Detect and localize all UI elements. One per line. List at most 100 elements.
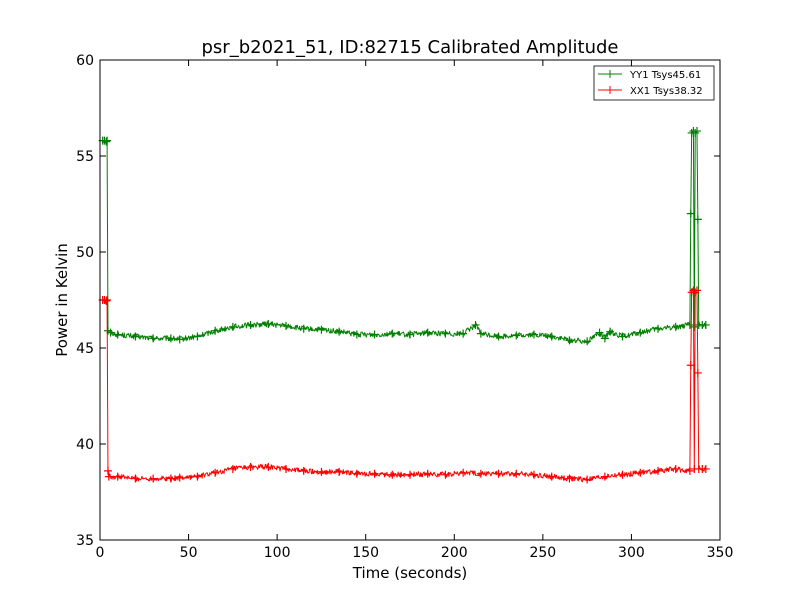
y-tick-label-45: 45 — [76, 341, 94, 357]
x-tick-label-300: 300 — [618, 545, 645, 561]
y-axis-label: Power in Kelvin — [53, 243, 71, 357]
x-tick-label-250: 250 — [529, 545, 556, 561]
data-point-xx1-15 — [264, 463, 273, 472]
data-point-yy1-29 — [494, 332, 503, 341]
legend-box — [593, 65, 715, 101]
data-point-xx1-40 — [686, 361, 695, 370]
data-point-xx1-19 — [335, 467, 344, 476]
data-point-yy1-49 — [693, 215, 702, 224]
data-point-xx1-20 — [352, 469, 361, 478]
data-point-yy1-38 — [618, 332, 627, 341]
data-point-xx1-22 — [388, 470, 397, 479]
data-point-yy1-39 — [636, 328, 645, 337]
series-layer — [98, 127, 710, 484]
data-point-yy1-37 — [606, 327, 615, 336]
data-point-yy1-9 — [166, 334, 175, 343]
data-point-yy1-24 — [423, 328, 432, 337]
data-point-xx1-36 — [636, 468, 645, 477]
data-point-xx1-10 — [175, 473, 184, 482]
data-point-xx1-23 — [406, 470, 414, 479]
data-point-yy1-47 — [691, 128, 700, 137]
data-point-xx1-30 — [530, 470, 538, 479]
data-point-xx1-9 — [166, 474, 175, 483]
data-point-xx1-24 — [423, 469, 432, 478]
data-point-yy1-12 — [211, 326, 220, 335]
data-point-yy1-25 — [441, 329, 450, 338]
data-point-xx1-35 — [618, 470, 627, 479]
data-point-xx1-7 — [131, 474, 140, 483]
data-point-yy1-14 — [246, 320, 255, 329]
data-point-yy1-17 — [299, 324, 308, 333]
plot-frame — [99, 59, 721, 541]
data-point-xx1-8 — [149, 474, 158, 483]
data-point-yy1-15 — [264, 320, 273, 328]
data-point-yy1-3 — [103, 136, 112, 145]
data-point-yy1-28 — [476, 329, 485, 338]
data-point-yy1-21 — [370, 330, 379, 339]
data-point-yy1-33 — [565, 336, 574, 345]
data-point-xx1-34 — [600, 472, 609, 481]
data-point-xx1-25 — [441, 470, 450, 479]
data-point-yy1-10 — [175, 335, 184, 344]
x-axis-label: Time (seconds) — [352, 564, 468, 582]
data-point-yy1-2 — [102, 137, 111, 146]
data-point-yy1-48 — [692, 127, 701, 136]
data-point-yy1-34 — [583, 337, 592, 346]
data-point-yy1-16 — [282, 321, 290, 330]
legend-label-yy1: YY1 Tsys45.61 — [629, 70, 701, 81]
x-tick-label-100: 100 — [264, 545, 291, 561]
data-point-xx1-45 — [692, 286, 701, 295]
y-tick-label-50: 50 — [76, 245, 94, 261]
data-point-yy1-36 — [600, 334, 609, 343]
data-point-yy1-31 — [530, 330, 538, 339]
data-point-yy1-20 — [352, 330, 361, 339]
data-point-yy1-18 — [317, 325, 326, 334]
data-point-xx1-37 — [654, 466, 662, 475]
ticks-layer: 0 50 100 150 200 250 300 350 35 40 45 50 55 60 — [76, 53, 733, 561]
data-point-xx1-26 — [459, 468, 468, 477]
data-point-yy1-30 — [512, 331, 521, 340]
data-point-yy1-27 — [471, 320, 480, 329]
data-point-xx1-13 — [228, 464, 237, 473]
data-point-yy1-11 — [193, 332, 202, 341]
x-tick-label-50: 50 — [180, 545, 198, 561]
data-point-yy1-13 — [228, 322, 237, 331]
y-tick-label-40: 40 — [76, 437, 94, 453]
x-tick-label-0: 0 — [96, 545, 105, 561]
data-point-xx1-4 — [103, 466, 112, 475]
x-tick-label-150: 150 — [352, 545, 379, 561]
data-point-yy1-41 — [671, 322, 680, 331]
data-point-xx1-38 — [671, 464, 680, 473]
data-point-xx1-27 — [476, 469, 485, 478]
data-point-yy1-40 — [654, 324, 662, 333]
data-point-xx1-11 — [193, 472, 202, 481]
data-point-yy1-8 — [149, 334, 158, 343]
data-point-yy1-26 — [459, 329, 468, 338]
legend: YY1 Tsys45.61 XX1 Tsys38.32 — [593, 65, 715, 101]
data-point-xx1-5 — [104, 472, 113, 481]
data-point-xx1-46 — [693, 368, 702, 377]
data-point-xx1-33 — [583, 475, 592, 484]
data-point-xx1-16 — [282, 464, 290, 473]
data-point-xx1-44 — [691, 288, 700, 297]
data-point-yy1-5 — [106, 328, 115, 337]
data-point-xx1-32 — [565, 474, 574, 483]
data-point-xx1-29 — [512, 469, 521, 478]
x-tick-label-200: 200 — [441, 545, 468, 561]
legend-label-xx1: XX1 Tsys38.32 — [630, 86, 703, 97]
data-point-yy1-42 — [685, 320, 694, 329]
data-point-xx1-14 — [246, 463, 255, 472]
data-point-yy1-7 — [131, 332, 140, 341]
data-point-xx1-39 — [685, 466, 694, 475]
y-tick-label-60: 60 — [76, 53, 94, 69]
data-point-xx1-49 — [701, 464, 710, 473]
data-point-xx1-2 — [102, 296, 111, 305]
chart-title: psr_b2021_51, ID:82715 Calibrated Amplit… — [202, 37, 619, 58]
legend-marker-xx1 — [606, 86, 614, 94]
data-point-xx1-18 — [317, 467, 326, 476]
data-point-yy1-22 — [388, 329, 397, 338]
legend-marker-yy1 — [606, 70, 614, 78]
x-tick-label-350: 350 — [707, 545, 734, 561]
